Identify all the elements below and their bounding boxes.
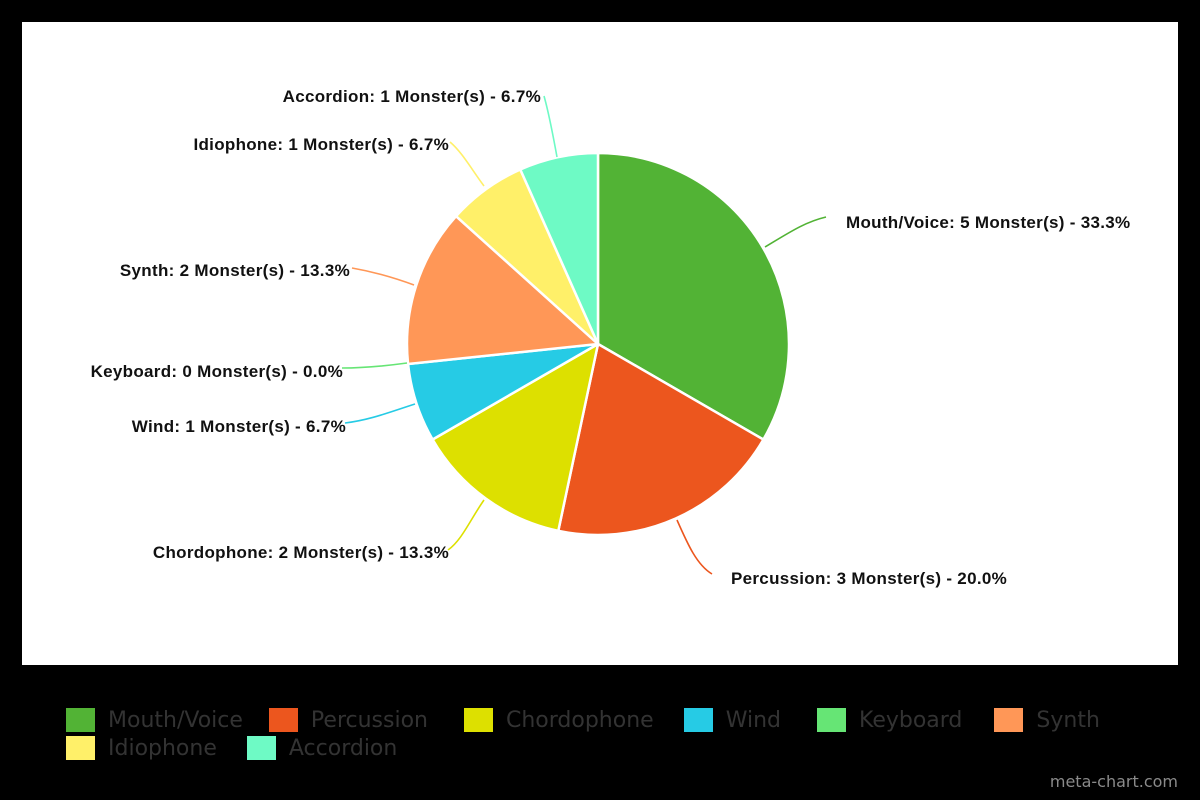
legend-label: Idiophone [108, 735, 217, 761]
legend-label: Percussion [310, 707, 428, 733]
leader-mouth-voice [764, 216, 827, 248]
pie-slice-mouth-voice[interactable] [596, 151, 791, 441]
credit-text[interactable]: meta-chart.com [1049, 772, 1178, 791]
legend-item-percussion[interactable]: Percussion [268, 707, 428, 733]
legend-label: Accordion [288, 735, 398, 761]
legend: Mouth/Voice Percussion Chordophone Wind … [66, 706, 1166, 762]
legend-item-accordion[interactable]: Accordion [246, 735, 398, 761]
legend-item-mouth-voice[interactable]: Mouth/Voice [66, 708, 243, 733]
legend-swatch [66, 708, 95, 732]
label-wind: Wind: 1 Monster(s) - 6.7% [132, 417, 346, 436]
pie-slice-percussion[interactable] [557, 342, 765, 537]
legend-item-chordophone[interactable]: Chordophone [463, 707, 654, 733]
pie-slice-synth[interactable] [405, 214, 600, 366]
leader-chordophone [447, 499, 485, 551]
leader-wind [344, 403, 416, 424]
pie-slice-chordophone[interactable] [431, 342, 600, 533]
plot-area: Mouth/Voice: 5 Monster(s) - 33.3% Percus… [22, 22, 1178, 665]
label-idiophone: Idiophone: 1 Monster(s) - 6.7% [193, 135, 449, 154]
label-chordophone: Chordophone: 2 Monster(s) - 13.3% [153, 543, 449, 562]
legend-swatch [268, 708, 298, 732]
legend-label: Mouth/Voice [108, 707, 243, 733]
legend-swatch [816, 708, 846, 732]
legend-item-idiophone[interactable]: Idiophone [66, 736, 217, 761]
legend-label: Synth [1036, 707, 1100, 733]
label-keyboard: Keyboard: 0 Monster(s) - 0.0% [91, 362, 343, 381]
leader-keyboard [341, 362, 408, 369]
leader-synth [351, 267, 415, 286]
legend-item-keyboard[interactable]: Keyboard [816, 707, 963, 733]
legend-swatch [66, 736, 95, 760]
label-synth: Synth: 2 Monster(s) - 13.3% [120, 261, 350, 280]
label-accordion: Accordion: 1 Monster(s) - 6.7% [283, 87, 541, 106]
pie-chart: Mouth/Voice: 5 Monster(s) - 33.3% Percus… [91, 87, 1131, 588]
legend-swatch [994, 708, 1024, 732]
label-percussion: Percussion: 3 Monster(s) - 20.0% [731, 569, 1007, 588]
legend-label: Wind [725, 707, 781, 733]
leader-idiophone [449, 141, 485, 187]
legend-swatch [246, 736, 276, 760]
leader-percussion [676, 519, 713, 575]
legend-item-wind[interactable]: Wind [683, 707, 781, 733]
legend-label: Keyboard [858, 707, 963, 733]
legend-label: Chordophone [505, 707, 654, 733]
legend-swatch [463, 708, 493, 732]
legend-item-synth[interactable]: Synth [994, 708, 1100, 733]
label-mouth-voice: Mouth/Voice: 5 Monster(s) - 33.3% [846, 213, 1130, 232]
legend-swatch [683, 708, 713, 732]
pie-slice-accordion[interactable] [519, 151, 600, 346]
leader-accordion [543, 95, 558, 158]
